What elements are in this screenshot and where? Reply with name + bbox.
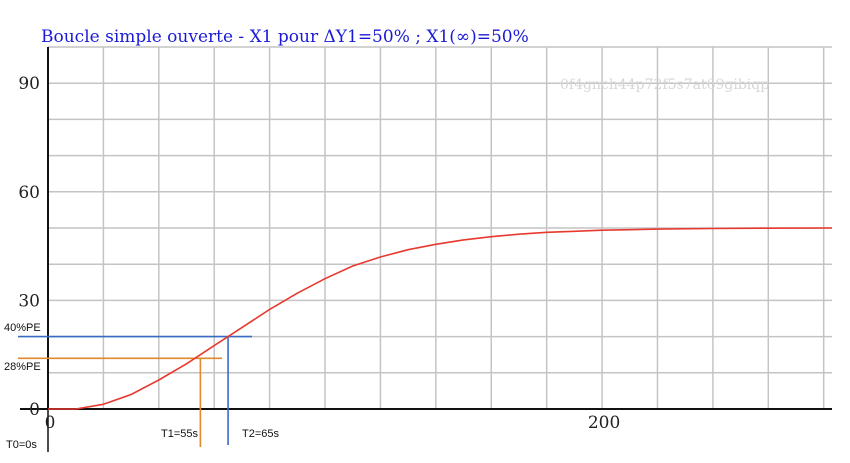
annotation-labels: 40%PE 28%PE T0=0s T1=55s T2=65s	[4, 322, 279, 451]
y-tick-label: 60	[18, 183, 40, 203]
y-tick-label: 30	[18, 291, 40, 311]
y-tick-label: 90	[18, 74, 40, 94]
series-layer	[48, 227, 833, 410]
x-tick-label: 200	[588, 413, 620, 433]
annotation-lines	[18, 335, 252, 447]
pe40-label: 40%PE	[4, 322, 41, 334]
tick-labels: 0 30 60 90 0 200	[18, 74, 620, 433]
t1-label: T1=55s	[161, 428, 198, 440]
x-tick-label: 0	[45, 413, 56, 433]
watermark-text: 0f4gnch44p72f5s7at69gibiqp	[560, 77, 769, 93]
chart-title: Boucle simple ouverte - X1 pour ΔY1=50% …	[41, 27, 529, 47]
pe28-label: 28%PE	[4, 361, 41, 373]
axes	[20, 47, 832, 452]
y-tick-label: 0	[29, 400, 40, 420]
t2-label: T2=65s	[242, 428, 279, 440]
t0-label: T0=0s	[6, 439, 37, 451]
series-line	[48, 227, 833, 410]
